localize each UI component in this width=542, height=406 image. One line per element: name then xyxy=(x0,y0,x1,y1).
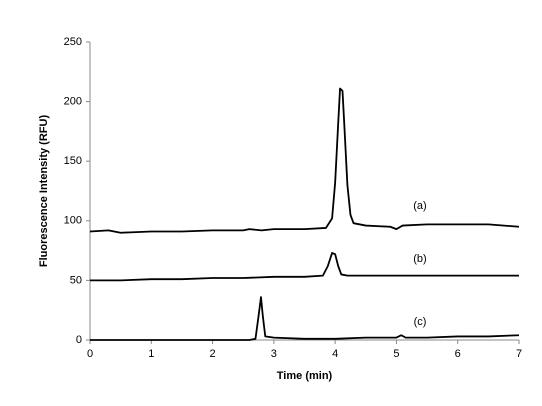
x-tick-label: 4 xyxy=(332,348,338,360)
x-tick-label: 1 xyxy=(148,348,154,360)
x-tick-label: 3 xyxy=(271,348,277,360)
series-label: (a) xyxy=(413,200,426,212)
y-tick-label: 0 xyxy=(76,334,82,346)
x-tick-label: 6 xyxy=(455,348,461,360)
x-tick-label: 2 xyxy=(210,348,216,360)
y-tick-label: 50 xyxy=(70,274,82,286)
x-tick-label: 0 xyxy=(87,348,93,360)
series-line xyxy=(89,87,520,234)
y-tick-label: 100 xyxy=(64,215,82,227)
x-tick-label: 5 xyxy=(393,348,399,360)
y-tick-label: 150 xyxy=(64,155,82,167)
series-line xyxy=(90,296,520,341)
y-tick-label: 200 xyxy=(64,96,82,108)
series-label: (c) xyxy=(414,316,427,328)
series-label: (b) xyxy=(413,253,426,265)
y-tick-label: 250 xyxy=(64,36,82,48)
y-axis-title: Fluorescence Intensity (RFU) xyxy=(38,115,50,268)
series-line xyxy=(90,252,519,282)
x-axis-title: Time (min) xyxy=(277,370,333,382)
x-tick-label: 7 xyxy=(516,348,522,360)
